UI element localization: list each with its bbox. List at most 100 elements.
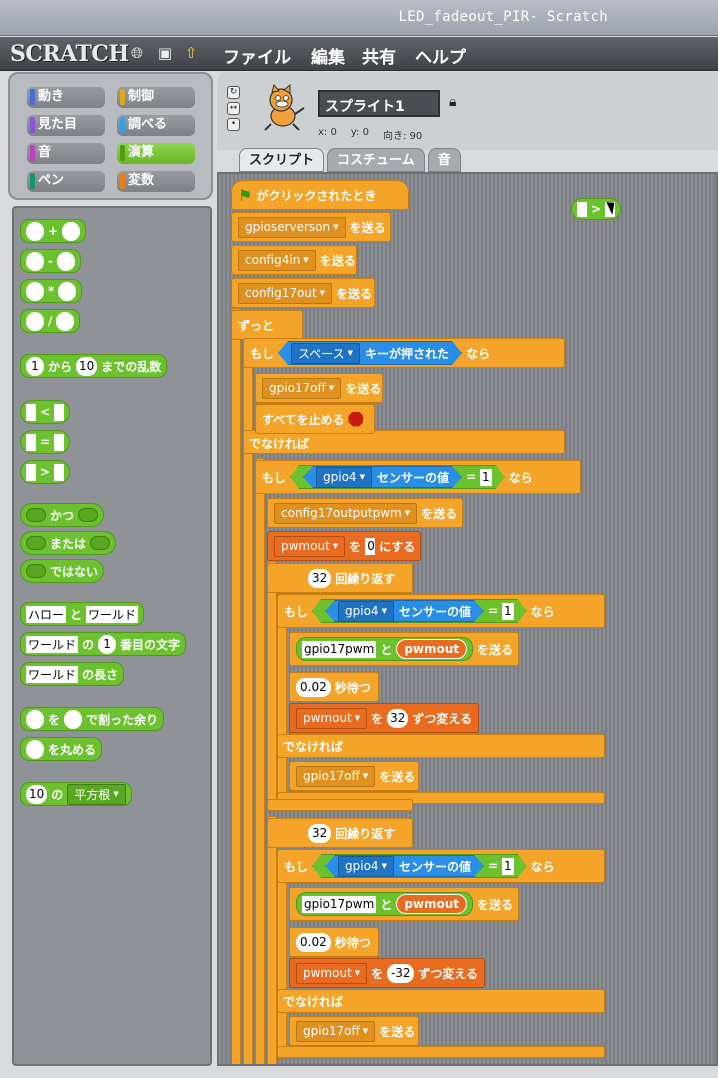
no-rotate-icon[interactable]: • [227,118,240,131]
broadcast-block[interactable]: gpio17off ▼ を送る [255,373,383,403]
input-slot[interactable]: 1 [26,356,44,376]
menu-file[interactable]: ファイル [223,48,291,68]
broadcast-dropdown[interactable]: config4in ▼ [238,249,316,271]
broadcast-dropdown[interactable]: gpio17off ▼ [296,1020,376,1042]
equals-block[interactable]: = [20,430,71,454]
input-slot[interactable]: gpio17pwm [302,640,377,658]
input-slot[interactable]: 1 [504,604,512,618]
input-slot[interactable] [577,201,587,217]
letter-of-block[interactable]: ワールドの 1 番目の文字 [20,632,187,656]
flip-style-icon[interactable]: ↔ [227,102,240,115]
sensor-value-reporter[interactable]: gpio4 ▼ センサーの値 [325,855,484,877]
input-slot[interactable]: ワールド [26,635,79,653]
input-slot[interactable] [58,281,77,301]
bool-slot[interactable] [90,536,111,550]
not-block[interactable]: ではない [20,559,105,583]
broadcast-block[interactable]: gpio17off ▼ を送る [289,1016,419,1046]
sensor-dropdown[interactable]: gpio4 ▼ [316,467,372,488]
sensor-dropdown[interactable]: gpio4 ▼ [338,856,394,877]
key-dropdown[interactable]: スペース ▼ [291,343,360,364]
category-control[interactable]: 制御 [117,86,195,108]
join-block[interactable]: ハローとワールド [20,602,145,626]
wait-block[interactable]: 0.02 秒待つ [289,672,379,702]
bool-slot[interactable] [26,564,46,578]
input-slot[interactable]: 0.02 [296,677,331,697]
if-key-pressed-block[interactable]: もし スペース ▼ キーが押された なら [243,338,565,368]
input-slot[interactable] [605,201,616,217]
input-slot[interactable] [26,433,36,451]
menu-share[interactable]: 共有 [362,48,396,68]
script-area[interactable]: > ⚑ がクリックされたとき gpioserverson ▼ を送る config4i… [217,172,718,1066]
input-slot[interactable] [26,709,44,729]
function-dropdown[interactable]: 平方根 ▼ [67,783,126,805]
input-slot[interactable] [26,221,44,241]
input-slot[interactable]: 1 [482,470,490,484]
equals-predicate[interactable]: gpio4 ▼ センサーの値 = 1 [290,465,505,489]
input-slot[interactable]: 1 [98,634,117,654]
sprite-name-field[interactable]: スプライト1 [318,90,440,117]
globe-icon[interactable]: 🌐︎ [130,44,143,62]
category-variables[interactable]: 変数 [117,170,195,192]
sensor-value-reporter[interactable]: gpio4 ▼ センサーの値 [325,600,484,622]
input-slot[interactable] [26,311,44,331]
random-block[interactable]: 1 から 10 までの乱数 [20,354,168,378]
broadcast-join-block[interactable]: gpio17pwm と pwmout を送る [289,632,519,666]
sensor-value-reporter[interactable]: gpio4 ▼ センサーの値 [303,466,462,488]
broadcast-dropdown[interactable]: config17outputpwm ▼ [274,502,418,524]
broadcast-dropdown[interactable]: gpio17off ▼ [296,765,376,787]
input-slot[interactable] [26,251,44,271]
menu-edit[interactable]: 編集 [311,48,345,68]
less-than-block[interactable]: < [20,400,71,424]
when-flag-clicked-block[interactable]: ⚑ がクリックされたとき [231,180,409,210]
input-slot[interactable]: 32 [308,823,332,843]
if-sensor-block[interactable]: もし gpio4 ▼ センサーの値 = 1 なら [255,460,581,494]
input-slot[interactable]: 10 [76,356,98,376]
join-reporter[interactable]: gpio17pwm と pwmout [296,637,474,661]
input-slot[interactable]: ハロー [26,605,67,623]
wait-block[interactable]: 0.02 秒待つ [289,927,379,957]
and-block[interactable]: かつ [20,503,105,527]
variable-dropdown[interactable]: pwmout ▼ [274,535,346,557]
category-sensing[interactable]: 調べる [117,114,195,136]
add-block[interactable]: + [20,219,87,243]
lock-icon[interactable]: 🔒︎ [449,94,457,110]
category-pen[interactable]: ペン [27,170,105,192]
equals-predicate[interactable]: gpio4 ▼ センサーの値 = 1 [312,854,527,878]
category-sound[interactable]: 音 [27,142,105,164]
rotate-style-icon[interactable]: ↻ [227,86,240,99]
input-slot[interactable]: 0.02 [296,932,331,952]
input-slot[interactable] [26,463,36,481]
input-slot[interactable] [54,463,65,481]
if-sensor-block[interactable]: もし gpio4 ▼ センサーの値 = 1 なら [277,594,605,628]
broadcast-block[interactable]: gpioserverson ▼ を送る [231,212,391,242]
greater-than-block[interactable]: > [20,460,71,484]
forever-block[interactable]: ずっと [231,310,303,340]
repeat-block[interactable]: 32 回繰り返す [267,818,413,848]
sqrt-block[interactable]: 10 の平方根 ▼ [20,782,132,806]
input-slot[interactable]: gpio17pwm [302,895,377,913]
share-icon[interactable]: ⇧ [184,44,198,62]
set-variable-block[interactable]: pwmout ▼ を 0 にする [267,531,421,561]
mod-block[interactable]: を で割った余り [20,707,165,731]
variable-reporter[interactable]: pwmout [396,639,468,659]
variable-dropdown[interactable]: pwmout ▼ [296,707,368,729]
tab-scripts[interactable]: スクリプト [239,148,325,172]
input-slot[interactable] [26,739,44,759]
category-looks[interactable]: 見た目 [27,114,105,136]
input-slot[interactable]: -32 [387,963,415,983]
input-slot[interactable]: 1 [504,859,512,873]
variable-reporter[interactable]: pwmout [396,894,468,914]
sprite-thumbnail[interactable] [257,84,307,134]
category-operators[interactable]: 演算 [117,142,195,164]
save-icon[interactable]: ▣ [157,44,173,62]
broadcast-block[interactable]: config17outputpwm ▼ を送る [267,498,463,528]
broadcast-dropdown[interactable]: gpioserverson ▼ [238,216,346,238]
input-slot[interactable] [56,311,75,331]
broadcast-block[interactable]: config17out ▼ を送る [231,278,375,308]
change-variable-block[interactable]: pwmout ▼ を -32 ずつ変える [289,958,485,988]
input-slot[interactable]: 10 [26,784,48,804]
input-slot[interactable]: 0 [365,537,376,555]
if-sensor-block[interactable]: もし gpio4 ▼ センサーの値 = 1 なら [277,849,605,883]
input-slot[interactable] [54,403,65,421]
input-slot[interactable] [56,251,75,271]
